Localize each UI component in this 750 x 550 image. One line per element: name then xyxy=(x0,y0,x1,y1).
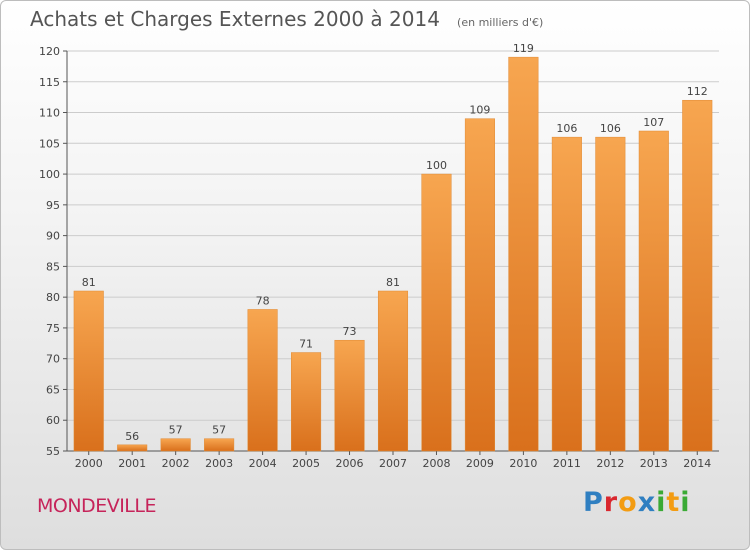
x-tick-label-2006: 2006 xyxy=(336,457,364,470)
data-label-2002: 57 xyxy=(169,424,183,437)
x-tick-label-2008: 2008 xyxy=(422,457,450,470)
logo-letter: P xyxy=(583,487,604,518)
x-tick-label-2000: 2000 xyxy=(75,457,103,470)
y-tick-label: 85 xyxy=(46,260,60,273)
x-tick-label-2014: 2014 xyxy=(683,457,711,470)
y-tick-label: 100 xyxy=(39,168,60,181)
data-label-2014: 112 xyxy=(687,85,708,98)
bar-2006 xyxy=(334,339,365,452)
bar-2008 xyxy=(421,173,452,452)
y-tick-label: 95 xyxy=(46,199,60,212)
bars xyxy=(73,56,713,452)
x-tick-label-2003: 2003 xyxy=(205,457,233,470)
data-label-2008: 100 xyxy=(426,159,447,172)
city-name: MONDEVILLE xyxy=(37,495,156,517)
chart-title: Achats et Charges Externes 2000 à 2014 xyxy=(30,7,440,31)
data-label-2006: 73 xyxy=(343,325,357,338)
data-label-2005: 71 xyxy=(299,338,313,351)
y-tick-label: 75 xyxy=(46,322,60,335)
y-tick-label: 90 xyxy=(46,230,60,243)
logo-letter: r xyxy=(603,487,619,518)
chart-unit: (en milliers d'€) xyxy=(457,16,544,29)
bar-2013 xyxy=(638,130,669,452)
title-row: Achats et Charges Externes 2000 à 2014 (… xyxy=(30,7,543,31)
x-tick-label-2011: 2011 xyxy=(553,457,581,470)
x-tick-label-2007: 2007 xyxy=(379,457,407,470)
x-tick-label-2001: 2001 xyxy=(118,457,146,470)
x-tick-label-2012: 2012 xyxy=(596,457,624,470)
proxiti-logo[interactable]: Proxiti xyxy=(583,487,691,518)
y-tick-label: 120 xyxy=(39,45,60,58)
bar-2009 xyxy=(464,118,495,452)
bar-2012 xyxy=(595,136,626,452)
y-tick-label: 55 xyxy=(46,445,60,458)
labels: 81 56 57 57 78 71 73 81 100 109 119 106 106 107 112 xyxy=(82,42,708,443)
bar-2003 xyxy=(204,438,235,452)
data-label-2000: 81 xyxy=(82,276,96,289)
data-label-2012: 106 xyxy=(600,122,621,135)
data-label-2013: 107 xyxy=(643,116,664,129)
bar-2007 xyxy=(377,290,409,452)
data-label-2004: 78 xyxy=(256,294,270,307)
x-tick-label-2013: 2013 xyxy=(640,457,668,470)
data-label-2007: 81 xyxy=(386,276,400,289)
bar-2011 xyxy=(551,136,582,452)
y-tick-label: 80 xyxy=(46,291,60,304)
data-label-2001: 56 xyxy=(125,430,139,443)
logo-letter: o xyxy=(618,487,638,518)
axes: 55 60 65 70 75 80 85 90 95 100 105 110 115 120 2000 200… xyxy=(39,45,719,470)
data-label-2010: 119 xyxy=(513,42,534,55)
logo-letter: i xyxy=(656,487,667,518)
bar-2001 xyxy=(117,444,148,452)
data-label-2009: 109 xyxy=(469,104,490,117)
x-tick-label-2004: 2004 xyxy=(249,457,277,470)
bar-2000 xyxy=(73,290,104,452)
y-tick-label: 105 xyxy=(39,137,60,150)
x-tick-label-2010: 2010 xyxy=(509,457,537,470)
y-tick-label: 65 xyxy=(46,383,60,396)
data-label-2003: 57 xyxy=(212,424,226,437)
x-tick-label-2005: 2005 xyxy=(292,457,320,470)
bar-2004 xyxy=(247,309,278,452)
y-tick-label: 110 xyxy=(39,107,60,120)
y-tick-label: 70 xyxy=(46,353,60,366)
x-tick-label-2002: 2002 xyxy=(162,457,190,470)
bar-2005 xyxy=(291,352,322,452)
y-tick-label: 60 xyxy=(46,414,60,427)
logo-letter: x xyxy=(637,487,657,518)
bar-2010 xyxy=(508,56,539,452)
logo-letter: i xyxy=(680,487,691,518)
y-tick-label: 115 xyxy=(39,76,60,89)
data-label-2011: 106 xyxy=(556,122,577,135)
bar-2002 xyxy=(160,438,191,452)
logo-letter: t xyxy=(666,487,681,518)
bar-2014 xyxy=(682,99,713,452)
x-tick-label-2009: 2009 xyxy=(466,457,494,470)
